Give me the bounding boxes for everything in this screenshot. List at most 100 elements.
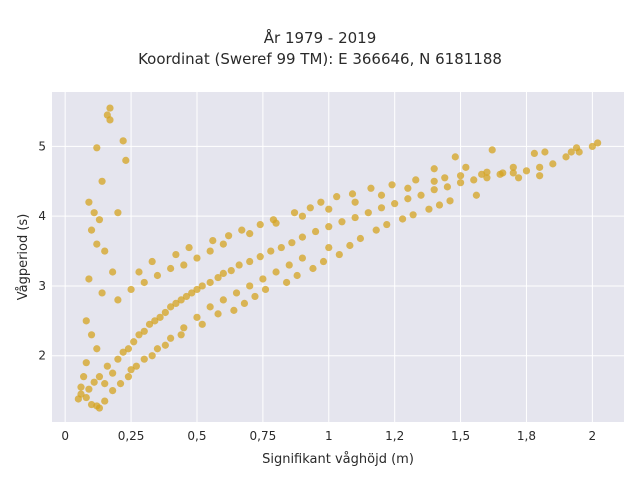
data-point [109,268,117,276]
data-point [230,306,238,314]
data-point [256,220,264,229]
data-point [325,205,333,213]
data-point [82,393,90,402]
data-point [167,264,175,273]
data-point [124,373,133,381]
data-point [356,234,365,243]
data-point [198,282,206,290]
data-point [82,317,90,325]
data-point [206,278,214,287]
data-point [95,373,104,381]
data-point [567,148,575,156]
y-tick-label: 3 [38,279,46,293]
data-point [541,148,549,156]
data-point [151,317,159,325]
data-point [98,289,106,297]
data-point [93,144,101,152]
x-tick-label: 1 [325,429,333,443]
data-point [562,153,570,161]
data-point [214,310,222,318]
data-point [335,250,343,259]
data-point [443,183,451,191]
x-tick-label: 1,8 [517,429,536,443]
data-point [232,289,241,297]
y-tick-label: 2 [38,349,46,363]
x-tick-label: 0,25 [118,429,145,443]
data-point [325,243,333,252]
data-point [148,257,156,266]
data-point [180,324,188,332]
data-point [325,223,333,231]
data-point [161,341,169,349]
data-point [206,303,214,311]
data-point [135,331,143,339]
data-point [430,186,438,194]
x-axis-label: Signifikant våghöjd (m) [262,452,414,467]
data-point [93,240,101,248]
data-point [536,163,544,171]
data-point [172,250,180,259]
data-point [404,184,412,192]
data-point [441,174,449,182]
data-point [338,218,346,226]
data-point [488,146,496,154]
data-point [267,247,275,255]
data-point [277,243,285,252]
data-point [383,220,391,229]
data-point [101,397,109,405]
data-point [193,254,201,262]
data-point [85,275,93,283]
data-point [101,380,109,388]
data-point [398,215,407,223]
data-point [95,216,104,224]
data-point [417,191,425,199]
data-point [193,285,201,294]
chart-title-block: År 1979 - 2019 Koordinat (Sweref 99 TM):… [0,28,640,70]
data-point [85,385,93,393]
data-point [283,278,291,287]
data-point [348,190,357,198]
x-tick-label: 1,5 [451,429,470,443]
data-point [101,247,109,255]
data-point [185,243,193,252]
x-tick-label: 2 [589,429,597,443]
data-point [87,226,96,234]
data-point [161,308,169,317]
data-point [235,261,243,269]
data-point [140,278,148,287]
data-point [259,275,267,283]
data-point [372,226,380,234]
data-point [219,296,227,304]
data-point [180,261,188,269]
data-point [119,137,127,145]
data-point [82,359,90,367]
data-point [109,387,117,395]
data-point [509,163,517,171]
data-point [536,172,544,180]
data-point [364,209,372,217]
data-point [119,348,127,356]
data-point [288,239,296,247]
data-point [188,289,196,297]
data-point [246,282,254,290]
data-point [167,303,175,311]
data-point [285,261,293,269]
data-point [351,213,359,222]
data-point [87,331,96,339]
data-point [472,191,480,199]
data-point [391,200,399,208]
data-point [145,320,154,328]
data-point [124,345,133,353]
data-point [219,240,227,248]
data-point [470,176,478,184]
data-point [306,204,314,212]
data-point [130,338,138,346]
data-point [85,198,93,206]
data-point [246,230,254,238]
data-point [499,169,507,177]
x-tick-label: 0,5 [187,429,206,443]
data-point [240,299,249,307]
data-point [109,369,117,377]
